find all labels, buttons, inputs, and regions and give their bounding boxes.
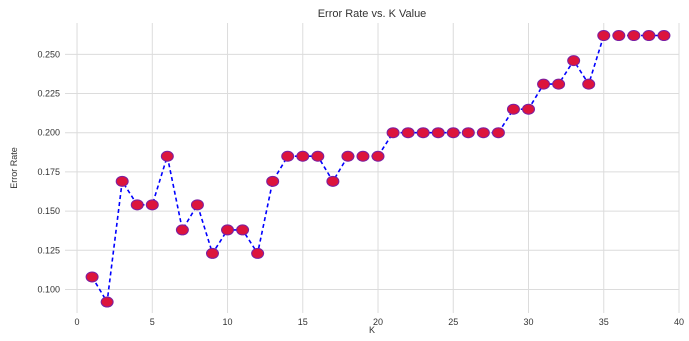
data-point-marker	[537, 78, 551, 90]
data-point-marker	[160, 150, 174, 162]
data-point-marker	[491, 127, 505, 139]
y-tick-label: 0.250	[37, 49, 60, 59]
data-point-marker	[175, 224, 189, 236]
y-tick-label: 0.175	[37, 167, 60, 177]
x-tick-label: 40	[674, 317, 684, 327]
data-point-marker	[506, 103, 520, 115]
x-tick-label: 10	[223, 317, 233, 327]
data-point-marker	[145, 199, 159, 211]
x-tick-label: 5	[150, 317, 155, 327]
data-point-marker	[341, 150, 355, 162]
data-point-marker	[205, 247, 219, 259]
y-axis-label: Error Rate	[9, 147, 19, 189]
data-point-marker	[100, 296, 114, 308]
ticks: 0 5 10 15 20 25 30 35 40 0.100 0.125 0.150 0.175 0.20…	[37, 49, 684, 327]
data-point-marker	[612, 30, 626, 42]
series-line	[91, 34, 664, 305]
x-tick-label: 35	[599, 317, 609, 327]
data-point-marker	[281, 150, 295, 162]
x-tick-label: 30	[524, 317, 534, 327]
data-point-marker	[356, 150, 370, 162]
grid	[65, 23, 680, 313]
data-point-marker	[552, 78, 566, 90]
data-point-marker	[582, 78, 596, 90]
data-point-marker	[115, 175, 129, 187]
series-markers	[85, 30, 671, 308]
data-point-marker	[627, 30, 641, 42]
y-tick-label: 0.150	[37, 206, 60, 216]
data-point-marker	[386, 127, 400, 139]
data-point-marker	[236, 224, 250, 236]
error-rate-line	[91, 34, 664, 305]
data-point-marker	[190, 199, 204, 211]
data-point-marker	[522, 103, 536, 115]
x-tick-label: 25	[448, 317, 458, 327]
data-point-marker	[657, 30, 671, 42]
x-tick-label: 15	[298, 317, 308, 327]
data-point-marker	[296, 150, 310, 162]
data-point-marker	[371, 150, 385, 162]
y-tick-label: 0.125	[37, 245, 60, 255]
data-point-marker	[476, 127, 490, 139]
data-point-marker	[461, 127, 475, 139]
data-point-marker	[130, 199, 144, 211]
data-point-marker	[431, 127, 445, 139]
y-tick-label: 0.225	[37, 89, 60, 99]
data-point-marker	[266, 175, 280, 187]
y-tick-label: 0.200	[37, 128, 60, 138]
data-point-marker	[85, 271, 99, 283]
data-point-marker	[642, 30, 656, 42]
x-axis-label: K	[369, 325, 375, 335]
data-point-marker	[311, 150, 325, 162]
data-point-marker	[597, 30, 611, 42]
data-point-marker	[221, 224, 235, 236]
data-point-marker	[416, 127, 430, 139]
plot-background	[65, 23, 679, 313]
chart-title: Error Rate vs. K Value	[318, 8, 427, 20]
x-tick-label: 20	[373, 317, 383, 327]
data-point-marker	[446, 127, 460, 139]
data-point-marker	[251, 247, 265, 259]
data-point-marker	[326, 175, 340, 187]
x-tick-label: 0	[75, 317, 80, 327]
data-point-marker	[401, 127, 415, 139]
y-tick-label: 0.100	[37, 284, 60, 294]
data-point-marker	[567, 55, 581, 67]
